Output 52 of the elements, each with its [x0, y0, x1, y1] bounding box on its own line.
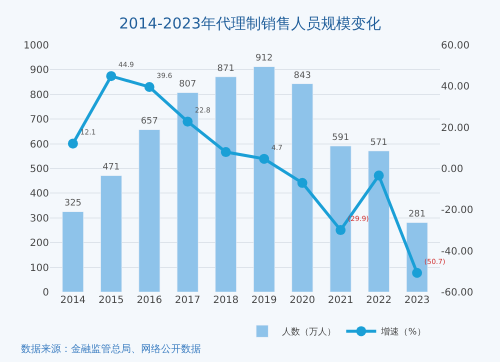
y2-tick-label: 20.00 — [441, 122, 470, 134]
data-label: 591 — [332, 133, 350, 144]
y2-tick-label: 60.00 — [441, 40, 470, 52]
y-tick-label: 400 — [30, 188, 49, 200]
y-tick-label: 300 — [30, 213, 49, 224]
y-tick-label: 100 — [30, 262, 49, 274]
y-tick-label: 800 — [30, 90, 49, 101]
y-tick-label: 0 — [42, 288, 49, 298]
y2-tick-label: 40.00 — [441, 82, 470, 93]
data-label: 912 — [256, 54, 273, 64]
data-label: 471 — [102, 162, 120, 173]
y-tick-label: 500 — [30, 164, 49, 175]
point — [220, 147, 231, 158]
x-tick-label: 2021 — [328, 295, 354, 306]
y2-tick-label: 0.00 — [441, 164, 464, 175]
x-tick-label: 2022 — [366, 295, 392, 306]
y-tick-label: 700 — [30, 114, 49, 126]
y2-tick-label: -40.00 — [441, 246, 474, 258]
point — [336, 225, 346, 236]
x-tick-label: 2019 — [251, 295, 277, 306]
point — [259, 154, 270, 164]
point — [144, 82, 154, 92]
point — [68, 138, 78, 149]
y2-tick-label: -20.00 — [441, 205, 474, 216]
x-tick-label: 2015 — [98, 295, 124, 306]
data-label: 657 — [140, 116, 158, 127]
data-label: 281 — [408, 210, 426, 220]
y-tick-label: 600 — [30, 139, 49, 150]
point — [106, 71, 116, 82]
data-label: 871 — [217, 64, 234, 74]
chart-title: 2014-2023年代理制销售人员规模变化 — [119, 14, 381, 33]
data-label: 325 — [64, 198, 82, 209]
x-tick-label: 2018 — [213, 295, 239, 306]
point — [297, 178, 308, 188]
x-tick-label: 2016 — [136, 295, 162, 306]
y-tick-label: 1000 — [24, 40, 49, 52]
y-tick-label: 200 — [30, 238, 49, 250]
data-label: 843 — [294, 70, 311, 81]
data-label: 807 — [179, 80, 196, 90]
legend-label: 增速（%） — [380, 326, 426, 338]
point — [182, 116, 193, 127]
point — [412, 268, 422, 278]
x-tick-label: 2014 — [60, 295, 86, 306]
legend-label: 人数（万人） — [282, 326, 336, 338]
x-tick-label: 2023 — [404, 295, 430, 306]
data-label: 571 — [370, 138, 388, 148]
source-note: 数据来源：金融监管总局、网络公开数据 — [21, 343, 201, 355]
y2-tick-label: -60.00 — [441, 288, 474, 298]
y-tick-label: 900 — [30, 65, 49, 76]
x-tick-label: 2020 — [290, 295, 316, 306]
point — [374, 170, 384, 180]
x-tick-label: 2017 — [174, 295, 200, 306]
